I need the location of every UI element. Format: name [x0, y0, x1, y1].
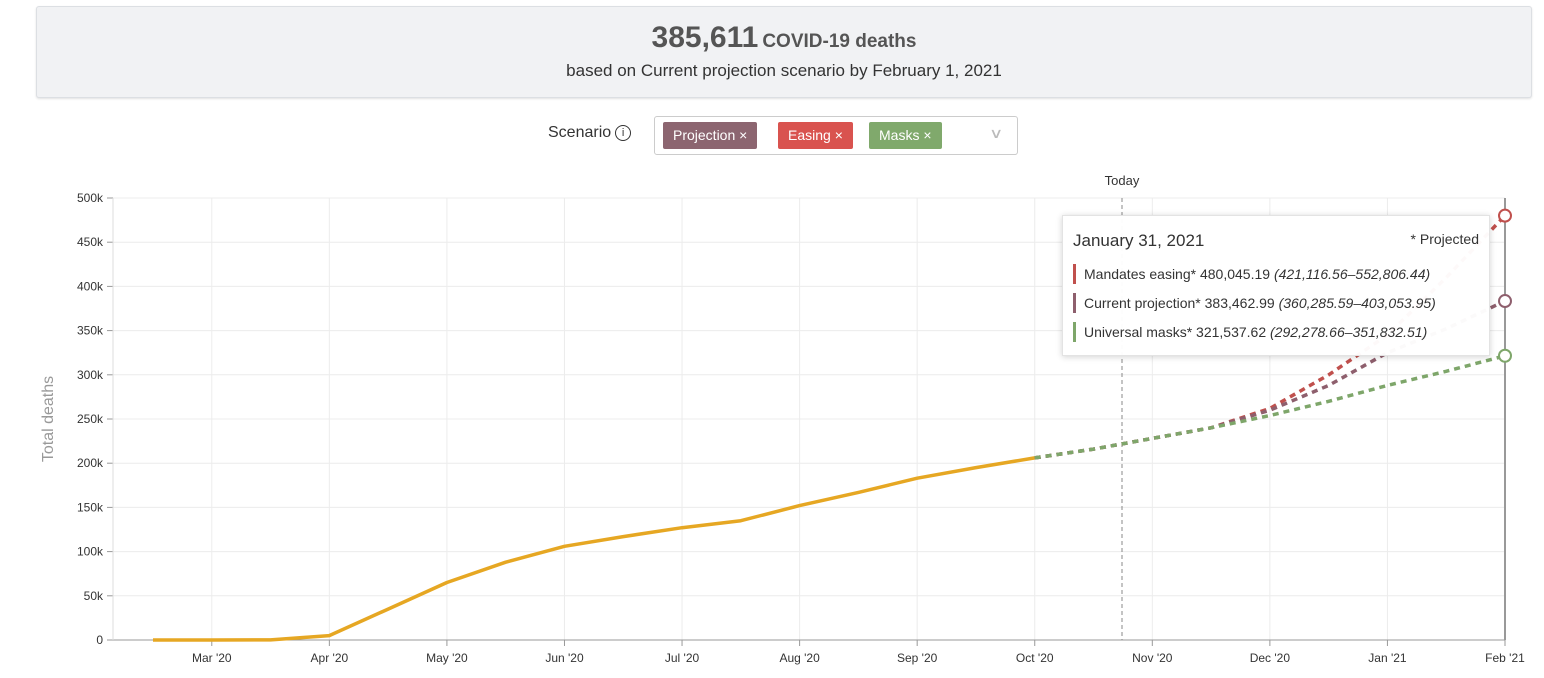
tooltip-row: Current projection* 383,462.99 (360,285.…	[1073, 293, 1436, 313]
y-tick-label: 400k	[77, 279, 104, 293]
tooltip-range: (360,285.59–403,053.95)	[1279, 295, 1436, 311]
page: 385,611COVID-19 deaths based on Current …	[0, 0, 1544, 678]
tooltip-series-name: Universal masks*	[1084, 324, 1192, 340]
y-tick-label: 500k	[77, 191, 104, 205]
y-tick-label: 300k	[77, 368, 104, 382]
x-tick-label: Oct '20	[1016, 651, 1054, 665]
x-tick-label: Feb '21	[1485, 651, 1525, 665]
tooltip-range: (292,278.66–351,832.51)	[1270, 324, 1427, 340]
x-tick-label: Aug '20	[779, 651, 820, 665]
today-label: Today	[1105, 173, 1140, 188]
tooltip-row: Mandates easing* 480,045.19 (421,116.56–…	[1073, 264, 1430, 284]
x-tick-label: Jun '20	[545, 651, 584, 665]
y-tick-label: 150k	[77, 500, 104, 514]
x-tick-label: Sep '20	[897, 651, 938, 665]
x-tick-label: Nov '20	[1132, 651, 1173, 665]
y-tick-label: 450k	[77, 235, 104, 249]
x-tick-label: Mar '20	[192, 651, 232, 665]
y-tick-label: 50k	[84, 589, 104, 603]
tooltip-series-name: Mandates easing*	[1084, 266, 1196, 282]
y-tick-label: 250k	[77, 412, 104, 426]
tooltip: January 31, 2021 * Projected Mandates ea…	[1062, 215, 1490, 356]
x-tick-label: Jul '20	[665, 651, 700, 665]
tooltip-row: Universal masks* 321,537.62 (292,278.66–…	[1073, 322, 1427, 342]
tooltip-value: 383,462.99	[1205, 295, 1275, 311]
y-tick-label: 200k	[77, 456, 104, 470]
tooltip-date: January 31, 2021	[1073, 231, 1204, 251]
end-marker	[1499, 295, 1511, 307]
end-marker	[1499, 350, 1511, 362]
y-axis-label: Total deaths	[40, 376, 57, 462]
tooltip-series-name: Current projection*	[1084, 295, 1201, 311]
tooltip-value: 480,045.19	[1200, 266, 1270, 282]
x-tick-label: Dec '20	[1250, 651, 1291, 665]
x-tick-label: Apr '20	[311, 651, 349, 665]
series-line	[153, 458, 1035, 640]
y-tick-label: 350k	[77, 324, 104, 338]
y-tick-label: 0	[96, 633, 103, 647]
end-marker	[1499, 210, 1511, 222]
x-tick-label: Jan '21	[1368, 651, 1407, 665]
y-tick-label: 100k	[77, 545, 104, 559]
x-tick-label: May '20	[426, 651, 468, 665]
tooltip-value: 321,537.62	[1196, 324, 1266, 340]
tooltip-note: * Projected	[1411, 231, 1479, 247]
tooltip-range: (421,116.56–552,806.44)	[1274, 266, 1430, 282]
